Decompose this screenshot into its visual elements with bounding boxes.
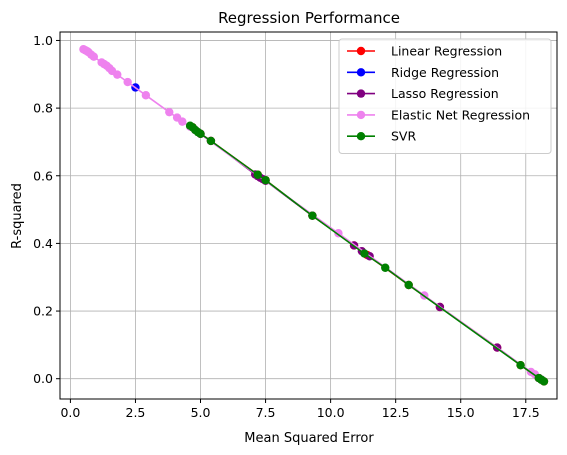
y-tick-label: 0.6 [33, 168, 53, 183]
y-tick-label: 0.8 [33, 101, 53, 116]
chart-title: Regression Performance [218, 9, 400, 27]
data-point-svr [196, 129, 205, 139]
legend-label: Lasso Regression [391, 86, 499, 101]
x-tick-label: 12.5 [382, 405, 410, 420]
data-point-elastic-net-regression [123, 77, 132, 87]
y-tick-label: 0.4 [33, 236, 53, 251]
x-axis-ticks: 0.0 2.5 5.0 7.5 10.0 12.5 15.0 17.5 [60, 399, 540, 420]
legend-swatch-marker [356, 89, 366, 98]
data-point-svr [261, 175, 270, 185]
y-tick-label: 1.0 [33, 33, 53, 48]
legend-label: SVR [391, 129, 416, 144]
data-point-elastic-net-regression [165, 107, 174, 117]
data-point-svr [308, 211, 317, 220]
data-point-elastic-net-regression [89, 52, 99, 61]
y-tick-label: 0.0 [33, 371, 53, 386]
x-axis-label: Mean Squared Error [244, 431, 374, 446]
legend-entry-linear-regression: Linear Regression [347, 44, 502, 59]
legend-swatch-marker [356, 110, 366, 120]
legend-entry-lasso-regression: Lasso Regression [347, 86, 499, 101]
legend-entry-svr: SVR [347, 129, 416, 144]
series-layer [79, 45, 549, 386]
data-point-svr [206, 136, 216, 146]
legend-label: Elastic Net Regression [391, 107, 530, 122]
legend-box [338, 38, 552, 154]
legend: Linear Regression Ridge Regression Lasso R… [338, 38, 552, 154]
x-tick-label: 15.0 [447, 405, 475, 420]
data-point-svr [539, 377, 549, 386]
x-tick-label: 2.5 [126, 405, 146, 420]
data-point-svr [516, 360, 525, 370]
y-axis-ticks: 0.0 0.2 0.4 0.6 0.8 1.0 [33, 33, 60, 386]
x-tick-label: 17.5 [512, 405, 540, 420]
legend-entry-elastic-net-regression: Elastic Net Regression [347, 107, 530, 122]
x-tick-label: 0.0 [60, 405, 80, 420]
x-tick-label: 5.0 [191, 405, 211, 420]
series-svr [185, 121, 549, 386]
legend-entry-ridge-regression: Ridge Regression [347, 65, 499, 80]
plot-frame [59, 31, 558, 400]
legend-swatch-marker [356, 132, 366, 141]
legend-label: Linear Regression [391, 44, 502, 59]
data-point-svr [253, 170, 262, 179]
data-point-svr [404, 280, 413, 290]
x-tick-label: 7.5 [256, 405, 276, 420]
data-point-elastic-net-regression [178, 117, 187, 126]
x-tick-label: 10.0 [317, 405, 345, 420]
data-point-svr [360, 249, 369, 258]
legend-label: Ridge Regression [391, 65, 499, 80]
data-point-svr [381, 263, 390, 272]
data-point-elastic-net-regression [141, 91, 151, 100]
legend-swatch-marker [356, 68, 366, 77]
legend-swatch-marker [356, 46, 366, 56]
y-tick-label: 0.2 [33, 304, 53, 319]
y-axis-label: R-squared [10, 183, 25, 249]
data-point-elastic-net-regression [113, 70, 122, 79]
